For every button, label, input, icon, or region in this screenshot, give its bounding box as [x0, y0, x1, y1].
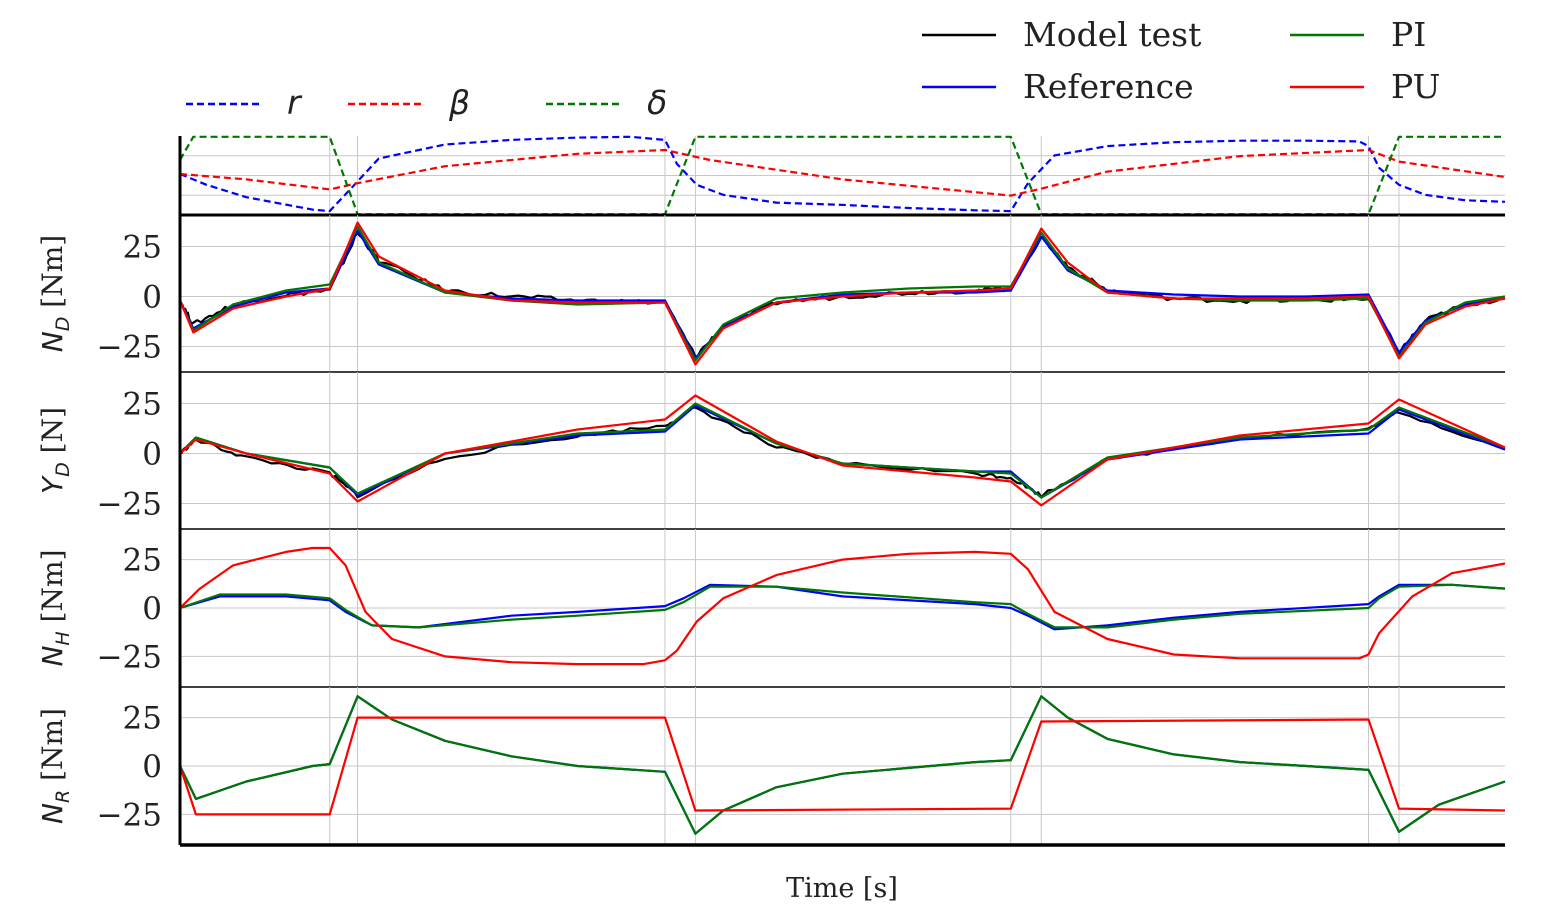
y-axis-label: ND [Nm] — [36, 235, 74, 352]
legend-label: δ — [647, 83, 667, 122]
legend-label: PI — [1391, 15, 1426, 54]
y-tick-label: 0 — [142, 279, 162, 315]
legend-label: Model test — [1023, 15, 1201, 54]
y-tick-label: −25 — [97, 797, 162, 833]
x-axis-label: Time [s] — [786, 873, 898, 904]
y-label-subscript: H — [52, 631, 74, 645]
series-pu — [178, 221, 1506, 366]
y-tick-label: 0 — [142, 749, 162, 785]
y-tick-label: −25 — [97, 639, 162, 675]
y-tick-label: 25 — [123, 387, 162, 423]
y-label-symbol: N — [36, 803, 69, 824]
series-pu — [178, 716, 1506, 816]
series-δ — [179, 135, 1505, 216]
y-label-unit: [Nm] — [36, 708, 69, 790]
y-tick-label: 25 — [123, 701, 162, 737]
y-label-unit: [N] — [36, 407, 69, 462]
y-label-subscript: D — [52, 462, 74, 477]
panel-YD: −25 0 25 YD [N] — [36, 372, 1506, 530]
y-label-symbol: Y — [36, 475, 69, 494]
y-label-subscript: R — [52, 790, 74, 803]
panel-ND: −25 0 25 ND [Nm] — [36, 215, 1506, 373]
series-pi — [179, 695, 1506, 835]
legend-label: PU — [1391, 67, 1440, 106]
legend-top-right: Model test Reference PI PU — [922, 15, 1440, 106]
y-label-symbol: N — [36, 331, 69, 352]
legend-label: β — [448, 83, 470, 122]
y-axis-label: NH [Nm] — [36, 549, 74, 666]
y-tick-label: −25 — [97, 486, 162, 522]
y-label-symbol: N — [36, 646, 69, 667]
series-pi — [179, 583, 1506, 629]
legend-label: Reference — [1023, 67, 1194, 106]
series-pu — [179, 394, 1506, 507]
series-pu — [179, 546, 1506, 666]
series-pi — [179, 402, 1506, 499]
legend-label: r — [287, 83, 303, 122]
y-tick-label: 0 — [142, 436, 162, 472]
y-tick-label: 25 — [123, 543, 162, 579]
y-label-unit: [Nm] — [36, 549, 69, 631]
series-reference — [179, 229, 1506, 360]
series-reference — [179, 583, 1506, 631]
y-label-subscript: D — [52, 317, 74, 332]
panel-NR: −25 0 25 NR [Nm] — [36, 687, 1506, 847]
y-tick-label: 0 — [142, 591, 162, 627]
panel-NH: −25 0 25 NH [Nm] — [36, 529, 1506, 688]
y-label-unit: [Nm] — [36, 235, 69, 317]
y-axis-label: YD [N] — [36, 407, 74, 494]
y-axis-label: NR [Nm] — [36, 708, 74, 824]
y-tick-label: 25 — [123, 230, 162, 266]
panel-inputs — [179, 135, 1506, 217]
series-r — [179, 135, 1506, 213]
series-β — [179, 148, 1506, 197]
y-tick-label: −25 — [97, 329, 162, 365]
